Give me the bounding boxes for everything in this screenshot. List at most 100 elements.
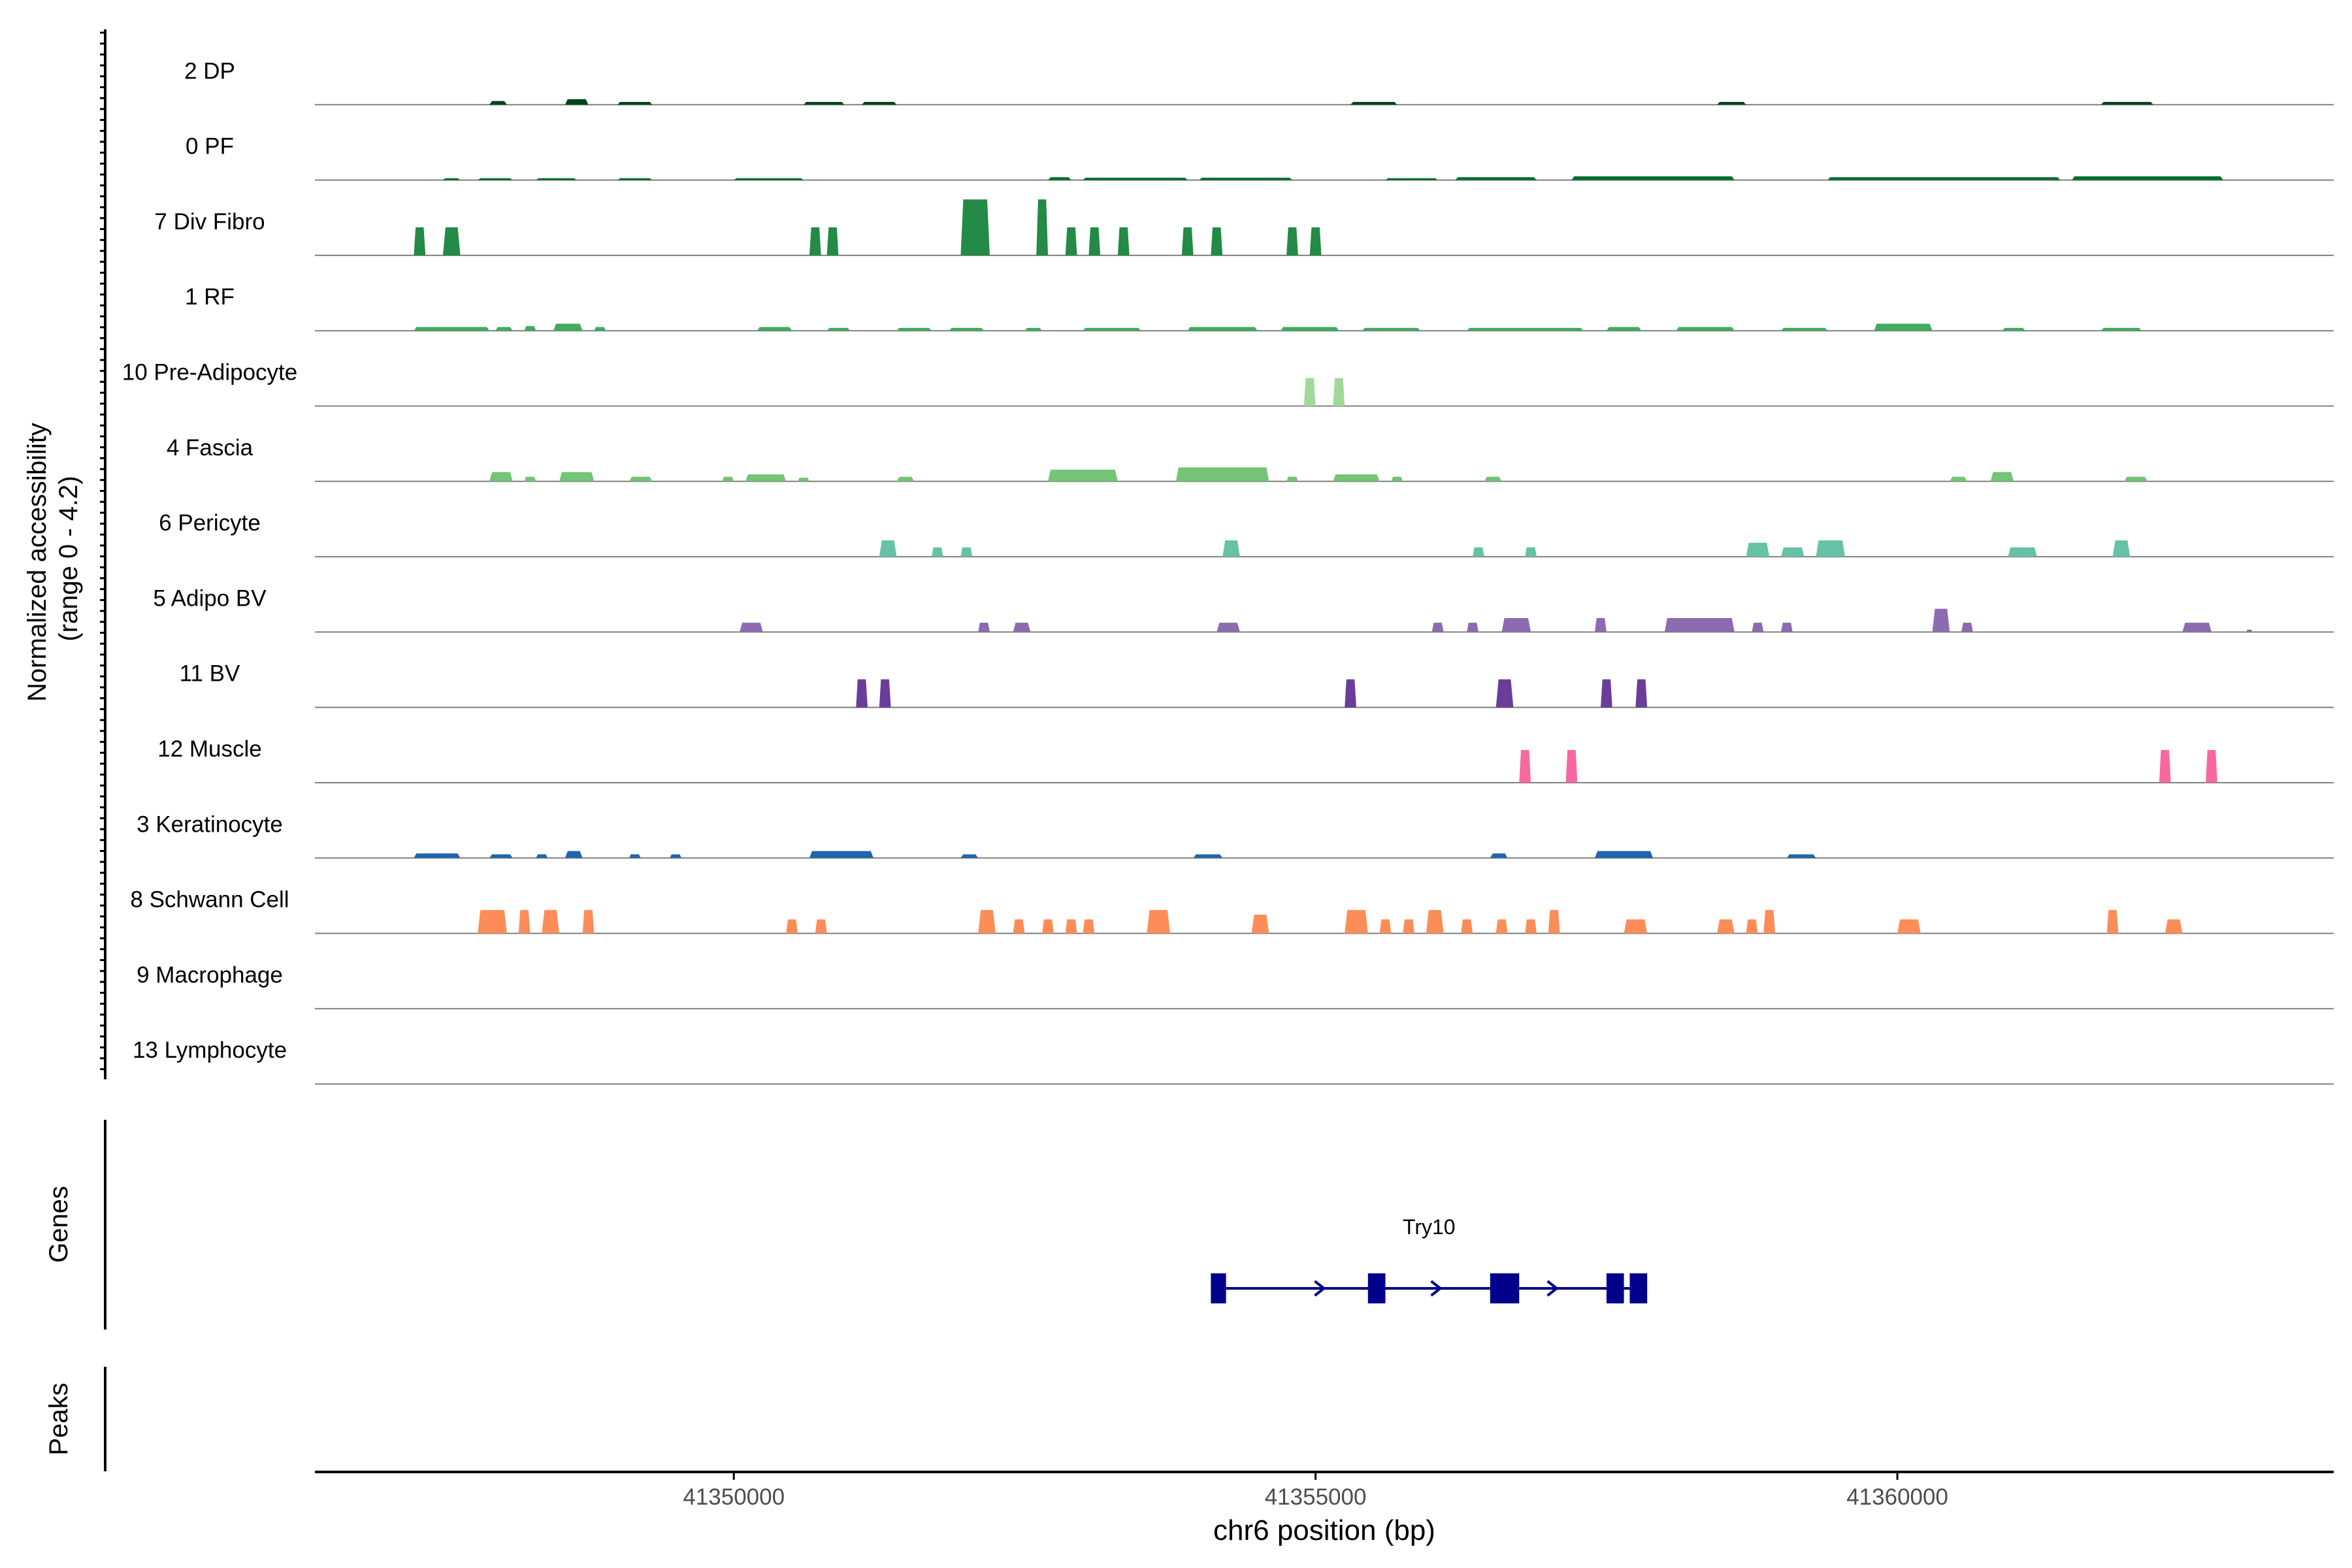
coverage-peak: [1350, 102, 1397, 105]
coverage-peak: [1362, 327, 1420, 331]
gene-annotations: Try10: [1211, 1215, 1648, 1303]
coverage-peak: [1251, 915, 1269, 934]
track-label: 6 Pericyte: [159, 510, 261, 536]
x-axis-tick-label: 41360000: [1846, 1484, 1948, 1510]
coverage-peak: [1752, 623, 1764, 632]
coverage-peak: [442, 227, 461, 255]
track-label: 10 Pre-Adipocyte: [122, 360, 297, 385]
coverage-peak: [896, 327, 932, 331]
coverage-peak: [1426, 909, 1444, 934]
coverage-peak: [1746, 919, 1758, 934]
coverage-peak: [879, 540, 897, 557]
coverage-peak: [826, 227, 839, 255]
coverage-peak: [2002, 327, 2025, 331]
track-2-dp: 2 DP: [184, 58, 2334, 106]
coverage-peak: [1467, 623, 1478, 632]
coverage-peak: [809, 227, 821, 255]
x-axis-ticks: 41350000 41355000 41360000: [683, 1472, 1948, 1510]
x-axis-tick-label: 41350000: [683, 1484, 785, 1510]
coverage-peak: [722, 476, 734, 482]
coverage-peak: [2206, 750, 2217, 783]
coverage-peak: [524, 476, 536, 482]
coverage-peak: [1932, 608, 1950, 632]
coverage-peak: [1083, 178, 1188, 180]
track-label: 4 Fascia: [167, 435, 253, 461]
y-axis-title-line-1: Normalized accessibility: [23, 423, 52, 702]
strand-arrow: [1314, 1280, 1326, 1297]
coverage-peak: [826, 327, 851, 331]
coverage-peak: [1286, 227, 1298, 255]
coverage-peak: [1013, 623, 1031, 632]
coverage-peak: [1024, 327, 1043, 331]
coverage-peak: [518, 909, 531, 934]
coverage-peak: [1519, 750, 1531, 783]
coverage-peak: [1827, 177, 2061, 180]
coverage-peak: [2182, 623, 2212, 632]
coverage-peak: [1501, 618, 1531, 632]
track-label: 5 Adipo BV: [153, 585, 267, 611]
coverage-peak: [536, 178, 577, 180]
track-8-schwann-cell: 8 Schwann Cell: [130, 887, 2334, 934]
coverage-peak: [1333, 474, 1380, 482]
track-11-bv: 11 BV: [180, 661, 2334, 708]
coverage-peak: [1635, 679, 1648, 708]
y-axis-ticks: [100, 31, 105, 1070]
track-0-pf: 0 PF: [186, 134, 2334, 181]
coverage-peak: [1065, 227, 1077, 255]
track-label: 7 Div Fibro: [154, 209, 265, 235]
peaks-panel-label: Peaks: [44, 1382, 73, 1455]
coverage-peak: [1181, 227, 1194, 255]
coverage-peak: [734, 178, 804, 180]
coverage-peak: [2072, 176, 2223, 180]
coverage-peak: [809, 851, 874, 858]
coverage-peak: [862, 102, 897, 105]
coverage-peak: [1624, 919, 1648, 934]
coverage-peak: [1525, 547, 1537, 557]
coverage-peak: [1717, 102, 1746, 105]
coverage-peak: [1345, 909, 1368, 934]
coverage-peak: [931, 547, 943, 557]
coverage-peak: [745, 474, 787, 482]
track-12-muscle: 12 Muscle: [157, 736, 2334, 783]
track-label: 11 BV: [180, 661, 240, 687]
coverage-peak: [1897, 919, 1921, 934]
coverage-peak: [798, 478, 809, 482]
coverage-peak: [442, 178, 461, 180]
coverage-peak: [1606, 327, 1642, 331]
coverage-peak: [1211, 227, 1223, 255]
coverage-peak: [536, 854, 548, 858]
track-7-div-fibro: 7 Div Fibro: [154, 199, 2334, 256]
gene-name: Try10: [1403, 1215, 1456, 1239]
coverage-peak: [2100, 102, 2153, 105]
y-axis-title-line-2: (range 0 - 4.2): [54, 476, 83, 641]
coverage-peak: [1525, 919, 1537, 934]
track-label: 2 DP: [184, 58, 235, 84]
coverage-peak: [1990, 472, 2014, 482]
coverage-peak: [804, 102, 845, 105]
coverage-peak: [1199, 178, 1292, 180]
exon: [1490, 1273, 1520, 1303]
coverage-peak: [1193, 854, 1223, 858]
coverage-peak: [1495, 679, 1514, 708]
track-label: 13 Lymphocyte: [133, 1037, 287, 1063]
coverage-peak: [1717, 919, 1735, 934]
coverage-peak: [1083, 919, 1095, 934]
coverage-peak: [1548, 909, 1560, 934]
coverage-peak: [1484, 476, 1502, 482]
coverage-peak: [960, 199, 990, 255]
coverage-peak: [1495, 919, 1508, 934]
track-3-keratinocyte: 3 Keratinocyte: [137, 811, 2334, 859]
coverage-peak: [1571, 176, 1735, 180]
coverage-peak: [1187, 327, 1258, 331]
coverage-peak: [1391, 476, 1403, 482]
coverage-peak: [2246, 629, 2253, 632]
coverage-peak: [414, 227, 426, 255]
coverage-peak: [1217, 623, 1240, 632]
coverage-peak: [414, 327, 490, 331]
coverage-peak: [582, 909, 595, 934]
coverage-peak: [757, 327, 792, 331]
track-5-adipo-bv: 5 Adipo BV: [153, 585, 2334, 633]
coverage-peak: [1781, 623, 1793, 632]
coverage-peak: [1303, 378, 1316, 406]
